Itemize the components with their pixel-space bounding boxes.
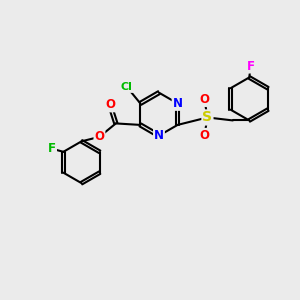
Text: O: O [200, 93, 209, 106]
Text: O: O [94, 130, 104, 143]
Text: N: N [154, 129, 164, 142]
Text: N: N [172, 97, 183, 110]
Text: O: O [200, 129, 209, 142]
Text: F: F [247, 60, 255, 73]
Text: S: S [202, 110, 212, 124]
Text: F: F [48, 142, 56, 155]
Text: O: O [105, 98, 115, 111]
Text: Cl: Cl [121, 82, 133, 92]
